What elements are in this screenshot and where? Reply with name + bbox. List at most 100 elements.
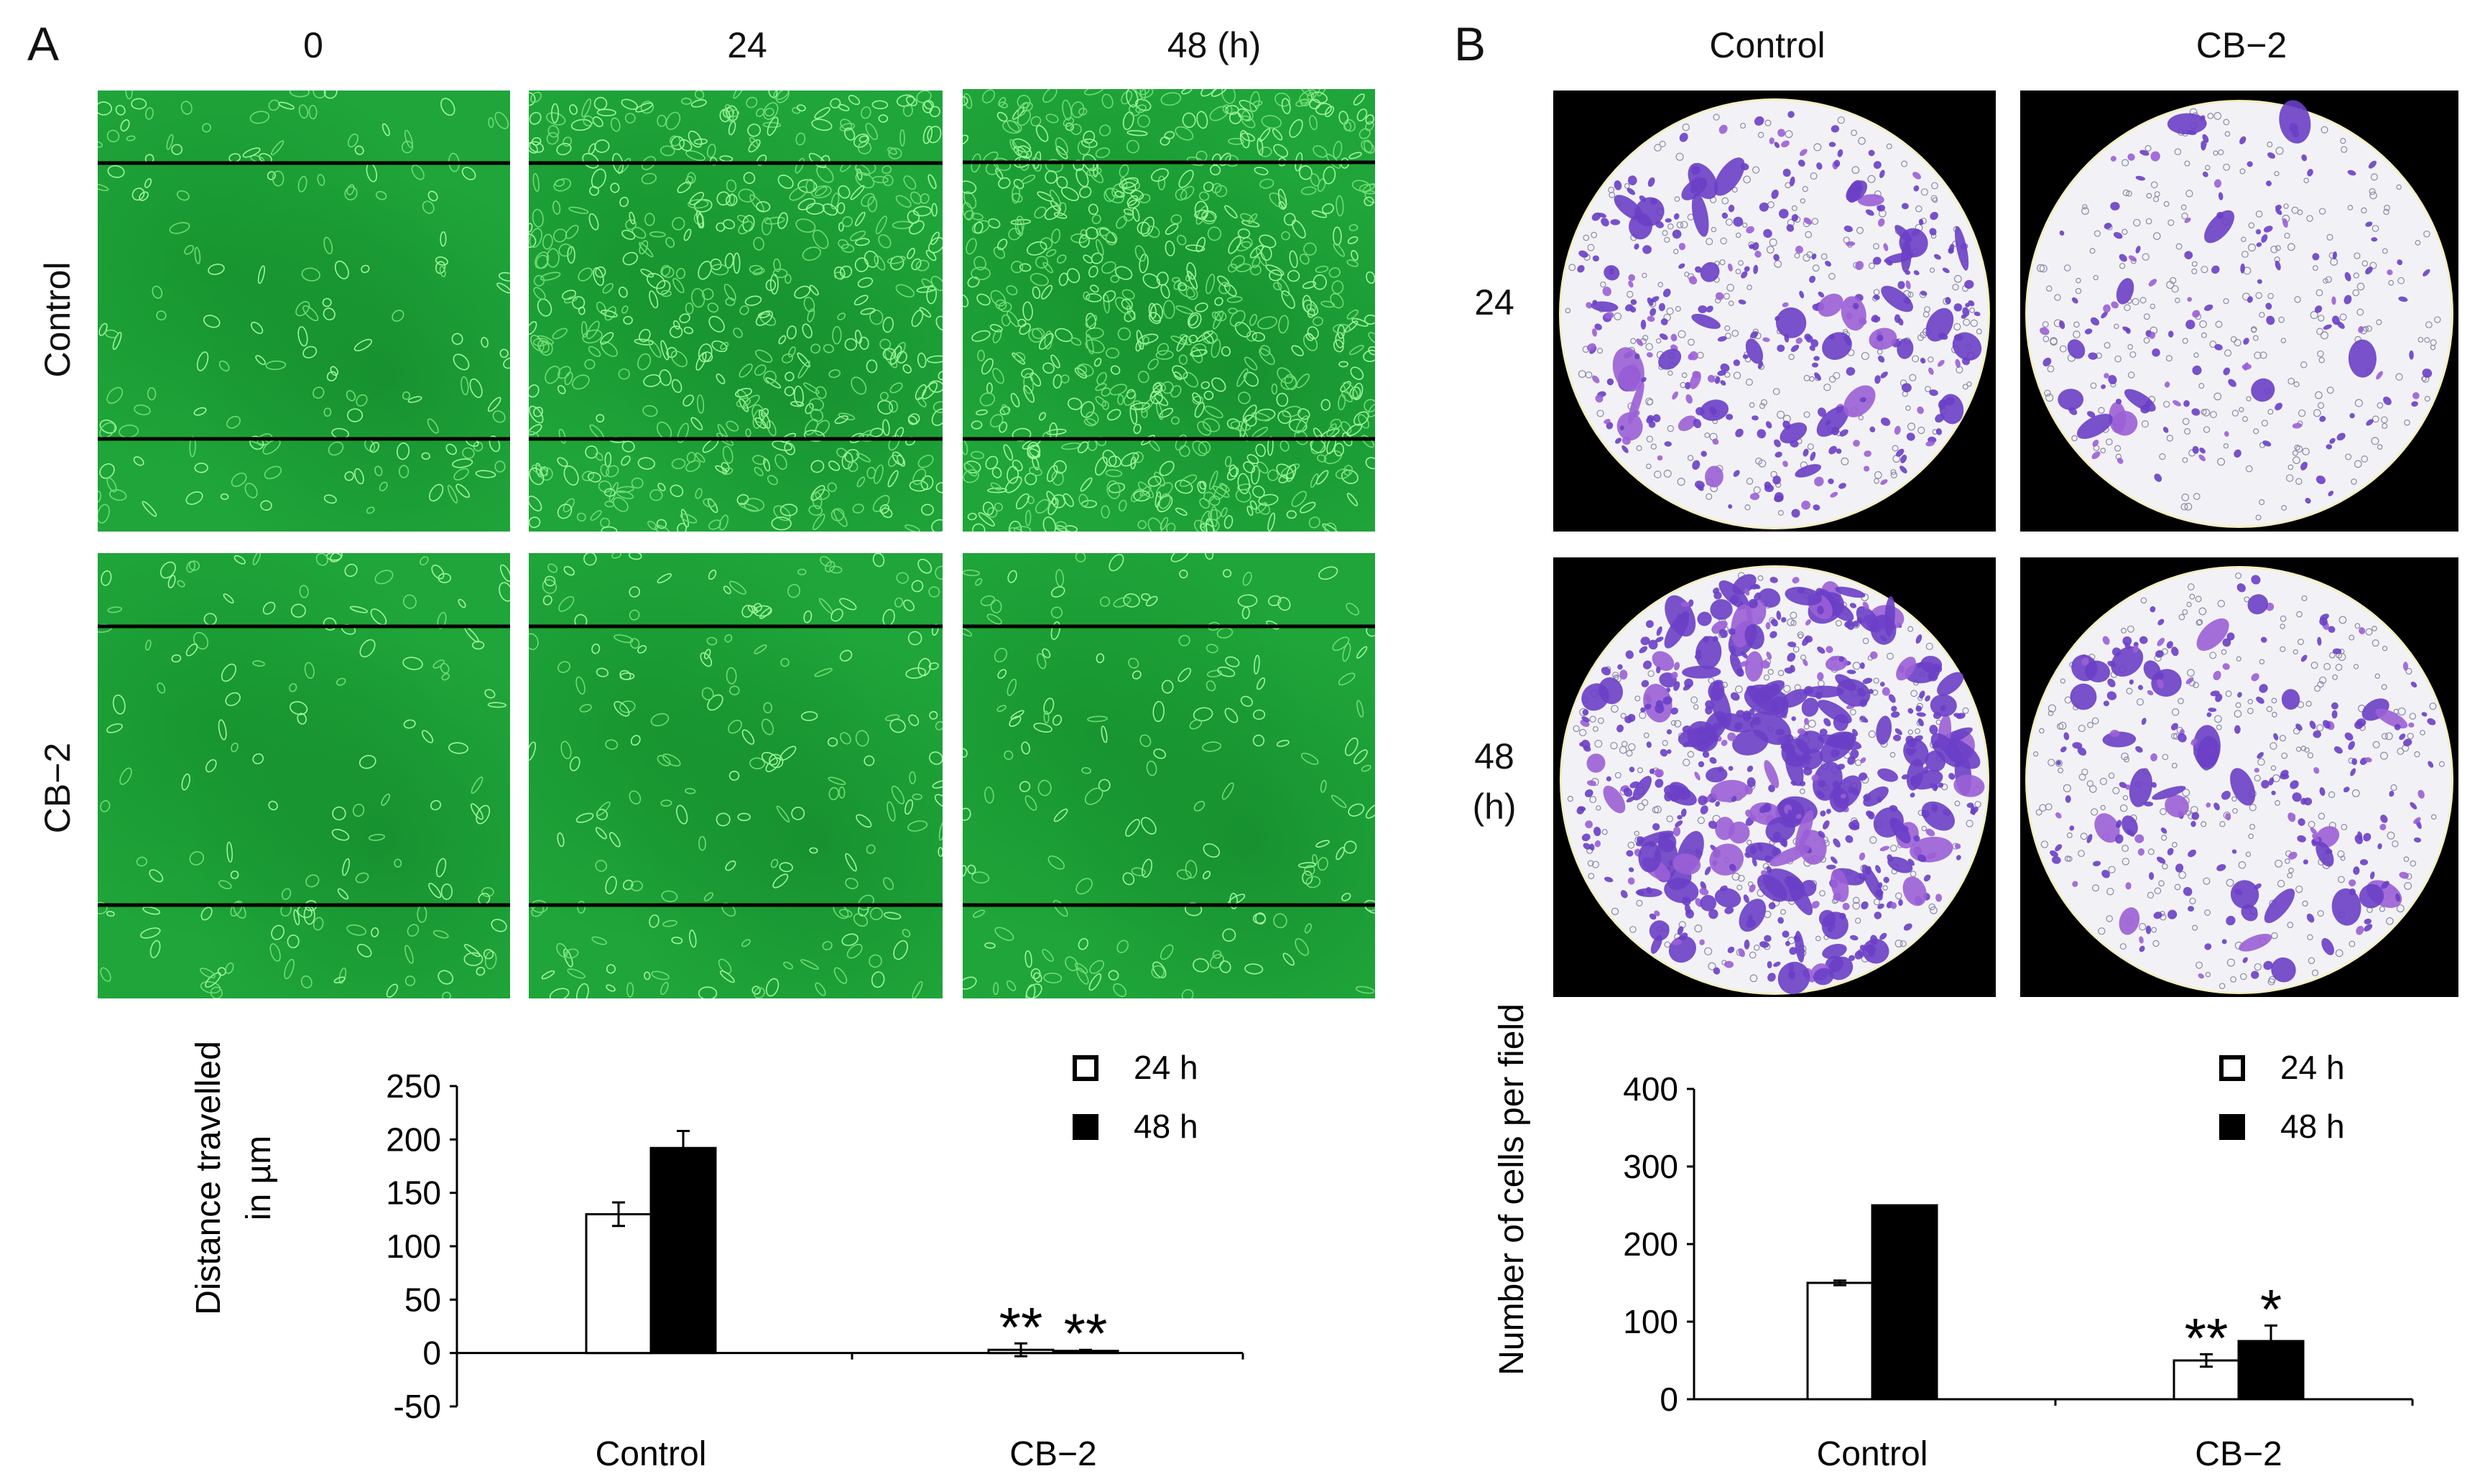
cell-outline (1157, 343, 1169, 356)
cell-outline (725, 860, 736, 871)
stained-cell (1672, 229, 1682, 239)
membrane-pore (1735, 269, 1741, 274)
membrane-pore (2189, 593, 2196, 600)
cell-outline (1110, 365, 1121, 375)
cell-outline (1147, 517, 1162, 532)
membrane-pore (1667, 223, 1674, 230)
cell-outline (680, 513, 698, 524)
membrane-pore (1684, 272, 1690, 277)
stained-cell (1754, 592, 1762, 601)
cell-outline (1137, 520, 1147, 529)
stained-cell (1912, 172, 1921, 180)
cell-outline (242, 147, 261, 158)
membrane-pore (1654, 144, 1662, 152)
membrane-pore (1690, 696, 1698, 704)
stained-cell (1867, 811, 1875, 820)
cell-outline (703, 892, 713, 901)
membrane-pore (1873, 899, 1881, 906)
membrane-pore (2340, 855, 2346, 861)
cell-outline (1170, 214, 1183, 225)
stained-cell (2218, 192, 2224, 200)
stained-cell (1708, 820, 1717, 829)
cell-outline (811, 119, 833, 131)
membrane-pore (2064, 855, 2071, 862)
cell-outline (1221, 782, 1234, 800)
stained-cell (2350, 768, 2356, 776)
cell-outline (746, 96, 758, 108)
stained-cell (2122, 815, 2138, 836)
cell-outline (1119, 177, 1139, 189)
cell-outline (583, 553, 597, 566)
cell-outline (1310, 91, 1328, 103)
cell-outline (619, 196, 629, 208)
cell-outline (596, 414, 605, 423)
stained-cell (1628, 867, 1634, 873)
stained-cell (1717, 336, 1727, 342)
cell-outline (542, 233, 553, 250)
cell-outline (882, 317, 894, 333)
cell-outline (795, 218, 816, 233)
cell-outline (233, 901, 246, 919)
stained-cell (2068, 407, 2078, 415)
cell-outline (976, 409, 988, 416)
cell-outline (1170, 385, 1182, 398)
cell-outline (1046, 465, 1058, 483)
cell-outline (298, 104, 309, 119)
membrane-pore (2127, 371, 2135, 379)
cell-outline (902, 364, 912, 374)
cell-outline (1051, 228, 1061, 244)
membrane-pore (2171, 762, 2178, 769)
cell-outline (1211, 506, 1218, 527)
membrane-pore (2318, 357, 2325, 363)
stained-cell (1728, 766, 1734, 771)
stained-cell (1662, 696, 1672, 705)
membrane-pore (1738, 874, 1745, 882)
stained-cell (1586, 302, 1593, 309)
stained-cell (1772, 476, 1781, 485)
cell-outline (1148, 302, 1157, 319)
cell-outline (1186, 262, 1197, 280)
cell-outline (592, 116, 603, 127)
stained-cell (2289, 123, 2298, 133)
stained-cell (1678, 243, 1686, 251)
cell-outline (1023, 373, 1034, 394)
membrane-pore (1953, 274, 1962, 283)
stained-cell (1752, 415, 1759, 421)
membrane-pore (2224, 131, 2231, 137)
cell-outline (262, 439, 281, 455)
cell-outline (499, 348, 509, 358)
cell-outline (666, 347, 677, 358)
cell-outline (1192, 395, 1204, 405)
cell-outline (832, 325, 842, 345)
cell-outline (917, 455, 934, 468)
cell-outline (494, 460, 506, 473)
stained-cell (1658, 833, 1667, 841)
stained-cell (2132, 646, 2139, 654)
cell-outline (1241, 132, 1256, 142)
stained-cell (1609, 267, 1614, 275)
cell-outline (1013, 146, 1028, 158)
cell-outline (1175, 507, 1188, 516)
cell-outline (802, 323, 813, 338)
membrane-pore (2201, 266, 2208, 274)
cell-outline (1095, 383, 1107, 391)
stained-cell (1853, 440, 1860, 447)
cell-outline (1084, 787, 1103, 805)
stained-cell (1937, 672, 1964, 696)
stained-cell (1698, 761, 1705, 768)
stained-cell (1813, 761, 1843, 801)
cell-outline (934, 794, 943, 808)
cell-outline (1249, 500, 1257, 510)
stained-cell (2147, 690, 2154, 696)
cell-outline (761, 751, 778, 766)
stained-cell (2067, 339, 2086, 359)
cell-outline (935, 315, 943, 331)
membrane-pore (2181, 493, 2190, 501)
cell-outline (670, 484, 684, 497)
cell-outline (657, 573, 672, 584)
cell-outline (1153, 748, 1167, 759)
cell-outline (1160, 136, 1170, 146)
cell-outline (529, 233, 537, 249)
cell-outline (370, 608, 387, 626)
cell-outline (963, 202, 973, 221)
